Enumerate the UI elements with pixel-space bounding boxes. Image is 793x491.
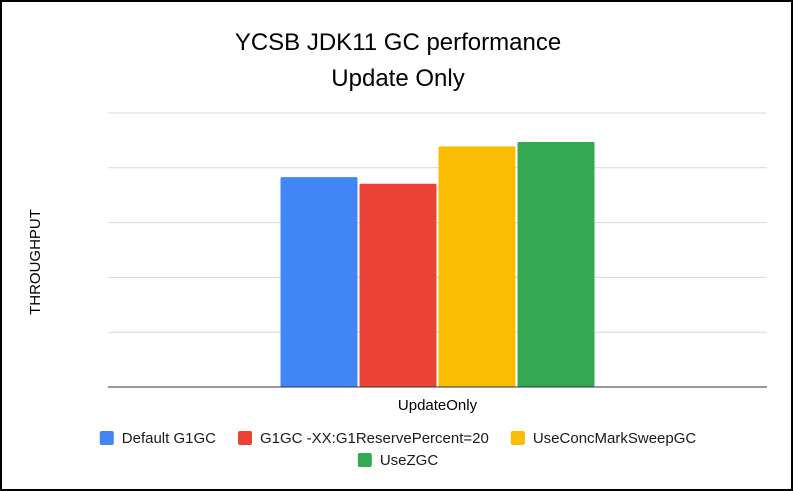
- gridlines: [108, 112, 767, 333]
- legend: Default G1GC G1GC -XX:G1ReservePercent=20…: [99, 430, 697, 469]
- legend-swatch: [510, 431, 525, 445]
- chart-subtitle: Update Only: [331, 65, 464, 92]
- x-tick-label: UpdateOnly: [398, 397, 478, 414]
- legend-label: G1GC -XX:G1ReservePercent=20: [260, 430, 489, 447]
- legend-label: UseZGC: [380, 452, 439, 469]
- bars: [280, 142, 595, 387]
- bar-usezgc: [517, 142, 595, 387]
- bar-default-g1gc: [280, 177, 358, 387]
- legend-swatch: [237, 431, 252, 445]
- legend-label: Default G1GC: [122, 430, 216, 447]
- bar-g1gc-xx-g1reservepercent-20: [359, 183, 437, 387]
- legend-label: UseConcMarkSweepGC: [533, 430, 697, 447]
- y-axis-label: THROUGHPUT: [27, 209, 44, 315]
- legend-swatch: [357, 453, 372, 467]
- legend-swatch: [99, 431, 114, 445]
- bar-useconcmarksweepgc: [438, 146, 516, 387]
- x-tick-labels: UpdateOnly: [398, 397, 478, 414]
- chart-title: YCSB JDK11 GC performance: [235, 29, 561, 56]
